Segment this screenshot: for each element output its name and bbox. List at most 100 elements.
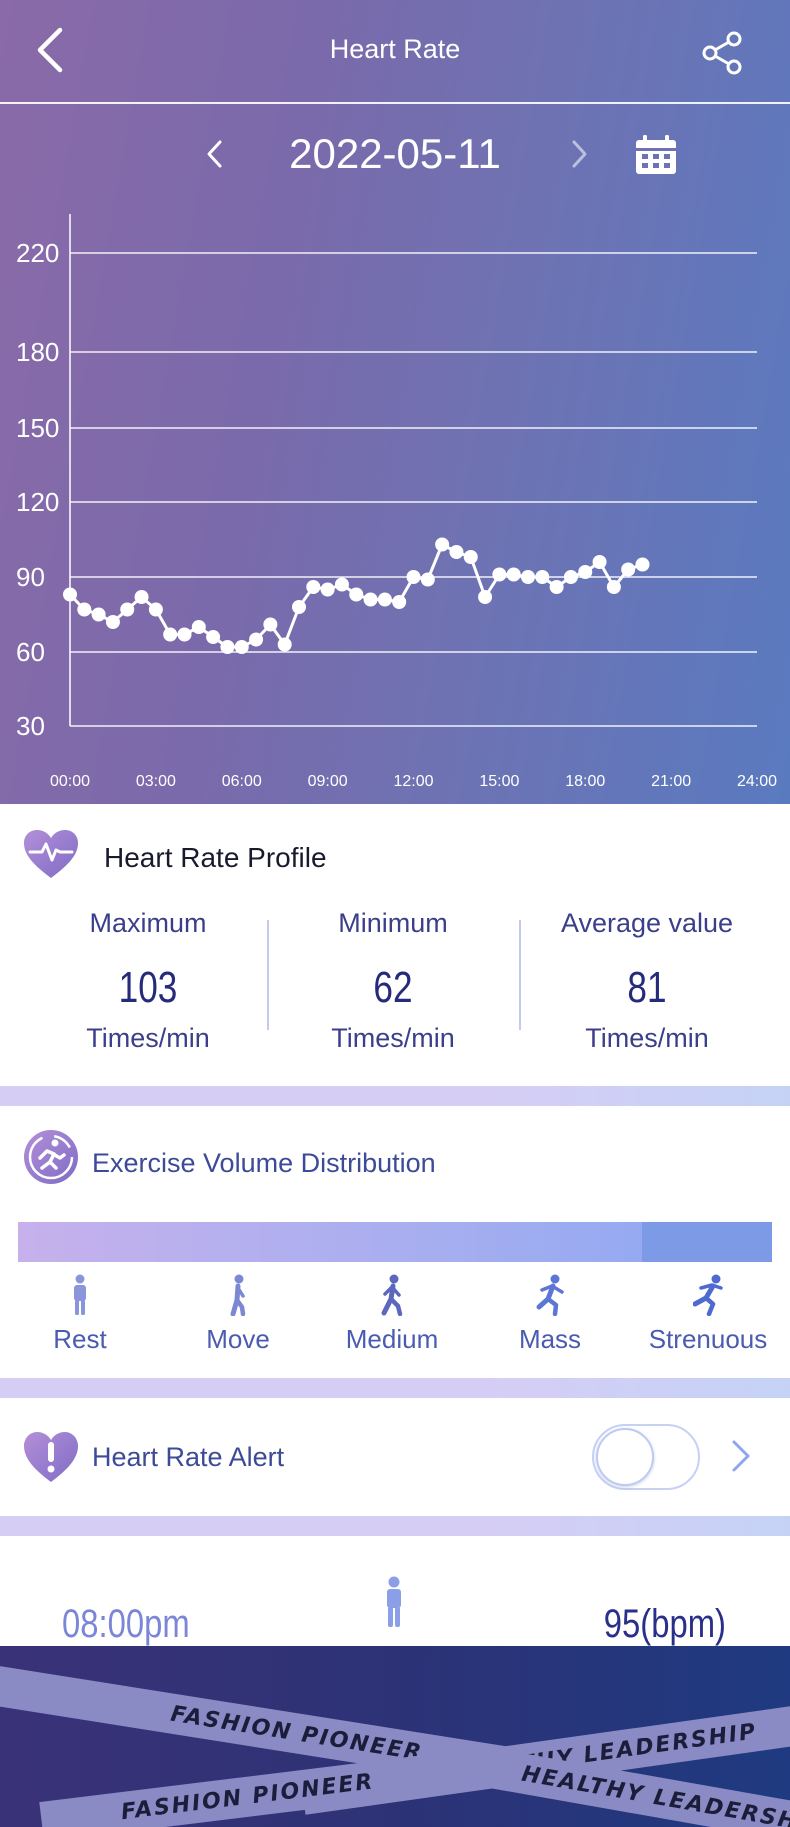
level-label: Rest [53,1324,107,1354]
heart-rate-data-point[interactable] [621,562,636,577]
promo-tape-text: HEALTHY LEADERSHIP [519,1761,790,1827]
heart-rate-data-point[interactable] [220,640,235,654]
heart-rate-data-point[interactable] [234,640,249,654]
heart-rate-data-point[interactable] [148,602,163,617]
heart-rate-data-point[interactable] [349,587,364,602]
heart-rate-data-point[interactable] [578,565,593,579]
level-strenuous: Strenuous [628,1274,788,1355]
y-tick-label: 60 [16,637,45,667]
heart-rate-data-point[interactable] [549,580,564,594]
heart-rate-data-point[interactable] [206,630,221,644]
heart-rate-data-point[interactable] [249,632,264,647]
average-stat: Average value 81 Times/min [532,908,762,1054]
heart-rate-data-point[interactable] [105,615,120,629]
heart-rate-data-point[interactable] [606,580,621,594]
heart-exclamation-icon [24,1432,78,1482]
alert-toggle-switch[interactable] [592,1424,700,1490]
back-arrow-icon[interactable] [30,22,76,78]
stat-label: Minimum [338,908,448,938]
heart-rate-data-point[interactable] [492,567,507,582]
stat-divider [519,920,521,1030]
level-label: Move [206,1324,270,1354]
heart-rate-data-point[interactable] [77,602,92,617]
heart-rate-data-point[interactable] [435,537,450,552]
heart-rate-data-point[interactable] [134,590,149,604]
x-tick-label: 00:00 [50,773,90,790]
exercise-title: Exercise Volume Distribution [92,1148,436,1178]
running-person-pie-icon [24,1130,78,1184]
section-divider [0,1086,790,1106]
stat-unit: Times/min [585,1023,709,1053]
page-title: Heart Rate [329,34,461,64]
standing-person-icon [74,1274,86,1315]
heart-rate-data-point[interactable] [177,627,192,642]
stat-unit: Times/min [86,1023,210,1053]
section-divider [0,1516,790,1536]
heart-rate-profile-card: Heart Rate Profile Maximum 103 Times/min… [0,804,790,1086]
x-tick-label: 03:00 [136,773,176,790]
heart-rate-data-point[interactable] [392,595,407,609]
heart-rate-data-point[interactable] [334,577,349,592]
level-mass: Mass [470,1274,630,1355]
y-tick-label: 30 [16,711,45,741]
stat-unit: Times/min [331,1023,455,1053]
chevron-right-icon[interactable] [726,1436,754,1476]
heart-rate-data-point[interactable] [377,592,392,607]
stat-label: Maximum [89,908,207,938]
y-tick-label: 220 [16,238,59,268]
y-tick-label: 120 [16,487,59,517]
level-label: Mass [518,1324,582,1354]
heart-rate-data-point[interactable] [120,602,135,617]
heart-rate-data-point[interactable] [63,587,77,602]
x-tick-label: 21:00 [651,773,691,790]
strenuous-segment [642,1222,772,1262]
heart-rate-data-point[interactable] [563,570,578,584]
section-divider [0,1378,790,1398]
heart-rate-data-point[interactable] [592,555,607,569]
heart-rate-data-point[interactable] [635,557,650,572]
brisk-walking-person-icon [381,1274,403,1316]
heart-rate-data-point[interactable] [506,567,521,582]
heart-rate-data-point[interactable] [91,607,106,622]
heart-rate-data-point[interactable] [320,582,335,597]
alert-title: Heart Rate Alert [92,1442,285,1472]
next-day-chevron-icon[interactable] [564,136,594,172]
heart-rate-data-point[interactable] [292,600,306,614]
x-tick-label: 12:00 [393,773,433,790]
promo-banner: FASHION PIONEER HEALTHY LEADERSHIP FASHI… [0,1646,790,1827]
stat-label: Average value [560,908,734,938]
calendar-icon[interactable] [634,134,678,176]
heart-pulse-icon [24,830,78,878]
toggle-knob [596,1428,654,1486]
heart-rate-data-point[interactable] [163,627,178,642]
maximum-stat: Maximum 103 Times/min [33,908,263,1054]
previous-day-chevron-icon[interactable] [200,136,230,172]
heart-rate-data-point[interactable] [263,617,278,632]
x-tick-label: 18:00 [565,773,605,790]
heart-rate-data-point[interactable] [363,592,378,607]
heart-rate-data-point[interactable] [420,572,435,587]
promo-tape-text: FASHION PIONEER [168,1701,425,1767]
heart-rate-data-point[interactable] [277,637,292,652]
y-tick-label: 90 [16,562,45,592]
x-tick-label: 09:00 [308,773,348,790]
stat-divider [267,920,269,1030]
date-selector: 2022-05-11 [0,120,790,190]
promo-tape-text: FASHION PIONEER [119,1769,376,1826]
record-time: 08:00pm [62,1602,190,1646]
share-icon[interactable] [700,30,746,76]
stat-value: 81 [627,963,667,1012]
heart-rate-data-point[interactable] [478,590,493,604]
heart-rate-data-point[interactable] [535,570,550,584]
level-medium: Medium [312,1274,472,1355]
heart-rate-data-point[interactable] [191,620,206,634]
heart-rate-data-point[interactable] [463,550,478,564]
heart-rate-data-point[interactable] [406,570,421,584]
exercise-distribution-card: Exercise Volume Distribution Rest Move M… [0,1106,790,1378]
heart-rate-data-point[interactable] [306,580,321,594]
heart-rate-data-point[interactable] [449,545,464,559]
heart-rate-line-chart: 220 180 150 120 90 60 30 00:00 03:00 06:00 09:00 1… [16,214,777,790]
heart-rate-data-point[interactable] [521,570,535,584]
heart-rate-alert-card[interactable]: Heart Rate Alert [0,1398,790,1516]
minimum-stat: Minimum 62 Times/min [278,908,508,1054]
